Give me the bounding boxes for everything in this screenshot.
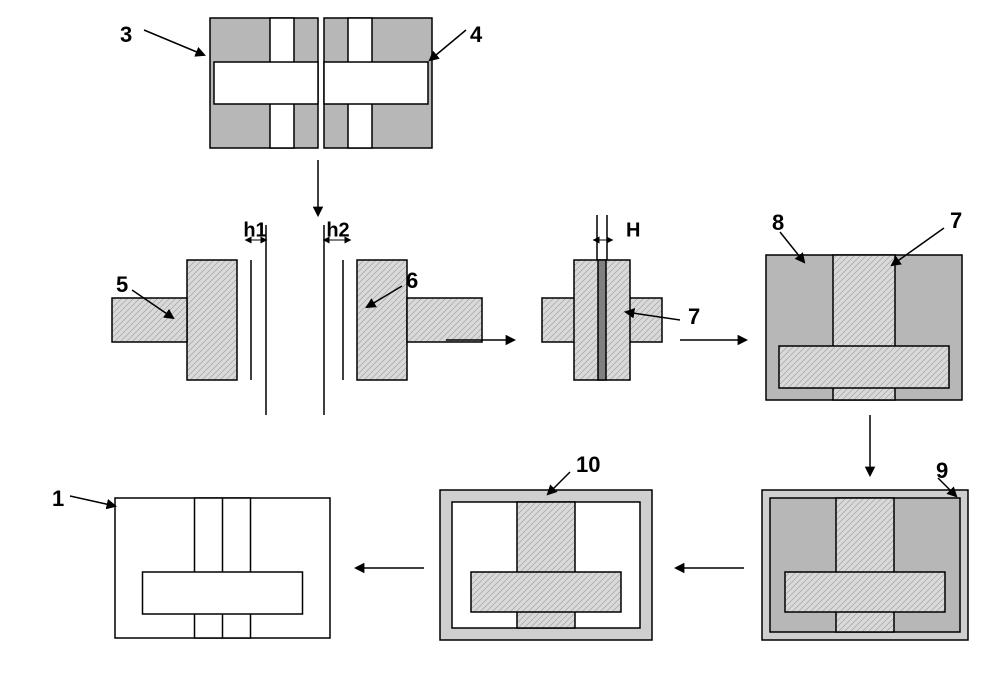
label-l7b: 7: [950, 208, 962, 233]
label-l8: 8: [772, 210, 784, 235]
label-l10: 10: [576, 452, 600, 477]
label-l5: 5: [116, 272, 128, 297]
dim-h1: h1: [243, 219, 266, 241]
label-l7a: 7: [688, 304, 700, 329]
label-l9: 9: [936, 458, 948, 483]
callout-l4: [430, 30, 466, 60]
label-l4: 4: [470, 22, 483, 47]
dim-H: H: [626, 219, 640, 241]
callout-l3: [144, 30, 204, 55]
label-l6: 6: [406, 268, 418, 293]
callout-l1: [70, 496, 115, 506]
label-l3: 3: [120, 22, 132, 47]
label-l1: 1: [52, 486, 64, 511]
dim-h2: h2: [326, 219, 349, 241]
